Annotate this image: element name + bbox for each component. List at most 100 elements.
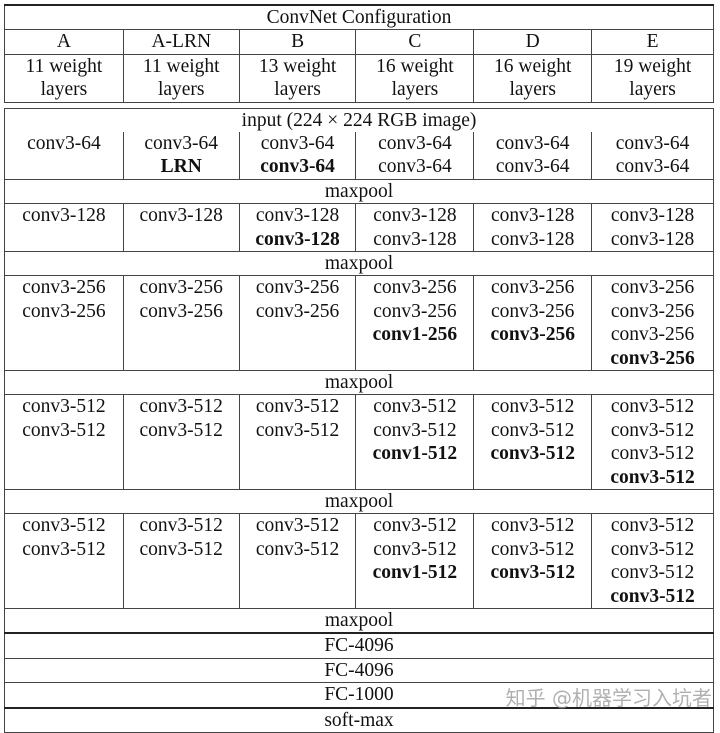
layer-label: conv3-512 <box>373 419 457 441</box>
block-cell: conv3-512 conv3-512 conv3-512 conv3-512 <box>591 513 714 609</box>
layer-label: conv3-128 <box>491 228 575 250</box>
column-header: A <box>4 29 124 55</box>
layer-label: conv3-64 <box>260 133 335 154</box>
layer-label: conv3-512 <box>373 396 457 418</box>
depth-cell: 19 weight layers <box>591 53 714 103</box>
layer-label: conv3-512 <box>490 443 575 465</box>
layer-label: conv3-512 <box>22 538 106 560</box>
gap-row <box>4 101 714 109</box>
column-header: A-LRN <box>122 29 240 55</box>
maxpool-cell: maxpool <box>4 488 714 514</box>
layer-label: conv3-512 <box>610 562 695 584</box>
block-cell: conv3-128 conv3-128 <box>238 203 357 252</box>
layer-label: conv3-64 <box>378 133 452 154</box>
layer-label: conv3-256 <box>255 300 340 322</box>
layer-label: conv3-512 <box>610 466 695 488</box>
layer-label: conv1-256 <box>372 324 458 346</box>
softmax-row: soft-max <box>4 706 714 733</box>
block-cell: conv3-256 conv3-256 <box>122 275 240 371</box>
conv-block-row: conv3-512 conv3-512 conv3-512 conv3-512 conv… <box>4 394 714 490</box>
layer-label: conv1-512 <box>372 562 458 584</box>
layer-label: conv3-512 <box>139 396 223 418</box>
block-cell: conv3-256 conv3-256 conv1-256 <box>355 275 475 371</box>
depth-cell: 11 weight layers <box>122 53 240 103</box>
layer-label: LRN <box>160 156 202 178</box>
layer-label: conv3-512 <box>139 419 223 441</box>
softmax-cell: soft-max <box>4 706 714 733</box>
block-cell: conv3-512 conv3-512 conv3-512 <box>473 513 593 609</box>
block-cell: conv3-256 conv3-256 <box>4 275 124 371</box>
block-cell: conv3-64 conv3-64 <box>591 132 714 180</box>
maxpool-row: maxpool <box>4 250 714 276</box>
layer-label: conv3-512 <box>255 419 340 441</box>
maxpool-cell: maxpool <box>4 369 714 395</box>
depth-cell: 11 weight layers <box>4 53 124 103</box>
layer-label: conv3-64 <box>615 133 690 154</box>
conv-block-row: conv3-512 conv3-512 conv3-512 conv3-512 conv… <box>4 513 714 609</box>
depth-cell: 16 weight layers <box>473 53 593 103</box>
layer-label: conv3-512 <box>490 562 575 584</box>
layer-label: 11 weight <box>25 55 103 77</box>
fc-row: FC-4096 <box>4 657 714 683</box>
block-cell: conv3-512 conv3-512 <box>238 513 357 609</box>
conv-block-row: conv3-64 conv3-64 LRN conv3-64 conv3-64 conv3… <box>4 132 714 180</box>
layer-label: conv3-512 <box>139 515 223 537</box>
layer-label: conv3-512 <box>22 419 106 441</box>
layer-label: conv3-64 <box>378 156 452 178</box>
layer-label: conv3-128 <box>373 205 457 227</box>
block-cell: conv3-128 <box>122 203 240 252</box>
layer-label: conv3-512 <box>610 443 695 465</box>
layer-label: conv3-512 <box>255 396 340 418</box>
layer-label: layers <box>391 79 439 101</box>
column-header: E <box>591 29 714 55</box>
block-cell: conv3-64 LRN <box>122 132 240 180</box>
layer-label: conv3-512 <box>610 538 695 560</box>
layer-label: conv3-256 <box>373 300 457 322</box>
fc-row: FC-4096 <box>4 632 714 659</box>
layer-label: conv1-512 <box>372 443 458 465</box>
column-header-row: A A-LRN B C D E <box>4 29 714 55</box>
fc-row: FC-1000 <box>4 682 714 708</box>
layer-label: conv3-128 <box>373 228 457 250</box>
layer-label: conv3-256 <box>610 324 695 346</box>
fc-cell: FC-1000 <box>4 682 714 708</box>
block-cell: conv3-64 conv3-64 <box>355 132 475 180</box>
layer-label: conv3-512 <box>255 515 340 537</box>
layer-label: conv3-128 <box>491 205 575 227</box>
column-header: D <box>473 29 593 55</box>
layer-label: conv3-128 <box>255 205 340 227</box>
layer-label: conv3-256 <box>22 277 106 299</box>
layer-label: conv3-512 <box>491 515 575 537</box>
layer-label: conv3-256 <box>255 277 340 299</box>
layer-label: conv3-128 <box>610 228 695 250</box>
block-cell: conv3-512 conv3-512 <box>4 394 124 490</box>
block-cell: conv3-512 conv3-512 conv1-512 <box>355 394 475 490</box>
layer-label: conv3-512 <box>255 538 340 560</box>
layer-label: conv3-512 <box>491 538 575 560</box>
block-cell: conv3-512 conv3-512 <box>238 394 357 490</box>
layer-label: conv3-512 <box>610 585 695 607</box>
layer-label: 11 weight <box>142 55 220 77</box>
input-row: input (224 × 224 RGB image) <box>4 107 714 132</box>
layer-label: conv3-256 <box>491 277 575 299</box>
block-cell: conv3-512 conv3-512 <box>4 513 124 609</box>
conv-block-row: conv3-128 conv3-128 conv3-128 conv3-128 conv… <box>4 203 714 252</box>
maxpool-cell: maxpool <box>4 608 714 634</box>
block-cell: conv3-128 conv3-128 <box>591 203 714 252</box>
maxpool-row: maxpool <box>4 369 714 395</box>
block-cell: conv3-512 conv3-512 <box>122 394 240 490</box>
maxpool-cell: maxpool <box>4 250 714 276</box>
maxpool-row: maxpool <box>4 608 714 634</box>
table-title: ConvNet Configuration <box>4 4 714 30</box>
block-cell: conv3-256 conv3-256 conv3-256 <box>473 275 593 371</box>
layer-label: layers <box>274 79 321 101</box>
layer-label: conv3-64 <box>615 156 690 178</box>
layer-label: layers <box>509 79 556 101</box>
layer-label: conv3-256 <box>491 300 575 322</box>
layer-label: conv3-256 <box>490 324 575 346</box>
layer-label: 16 weight <box>376 55 454 77</box>
layer-label: conv3-256 <box>373 277 457 299</box>
column-header: C <box>355 29 475 55</box>
layer-label: conv3-512 <box>22 515 106 537</box>
layer-label: conv3-512 <box>139 538 223 560</box>
